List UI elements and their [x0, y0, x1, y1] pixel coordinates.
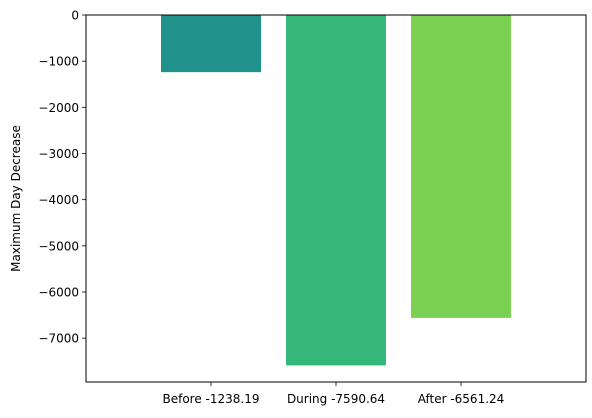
bars-group [161, 15, 511, 366]
bar-0 [161, 15, 261, 73]
y-tick-label: −1000 [38, 55, 79, 69]
y-tick-label: −6000 [38, 285, 79, 299]
x-tick-label: Before -1238.19 [162, 392, 259, 406]
x-axis: Before -1238.19 During -7590.64 After -656… [162, 382, 504, 406]
y-axis: 0 −1000 −2000 −3000 −4000 −5000 −6000 −7000 [38, 9, 86, 346]
y-tick-label: −3000 [38, 147, 79, 161]
y-tick-label: −7000 [38, 332, 79, 346]
y-tick-label: −4000 [38, 193, 79, 207]
bar-1 [286, 15, 386, 366]
x-tick-label: During -7590.64 [287, 392, 385, 406]
x-tick-label: After -6561.24 [418, 392, 505, 406]
y-tick-label: −2000 [38, 101, 79, 115]
bar-2 [411, 15, 511, 318]
y-axis-label: Maximum Day Decrease [9, 125, 23, 272]
y-tick-label: −5000 [38, 239, 79, 253]
y-tick-label: 0 [71, 9, 79, 23]
